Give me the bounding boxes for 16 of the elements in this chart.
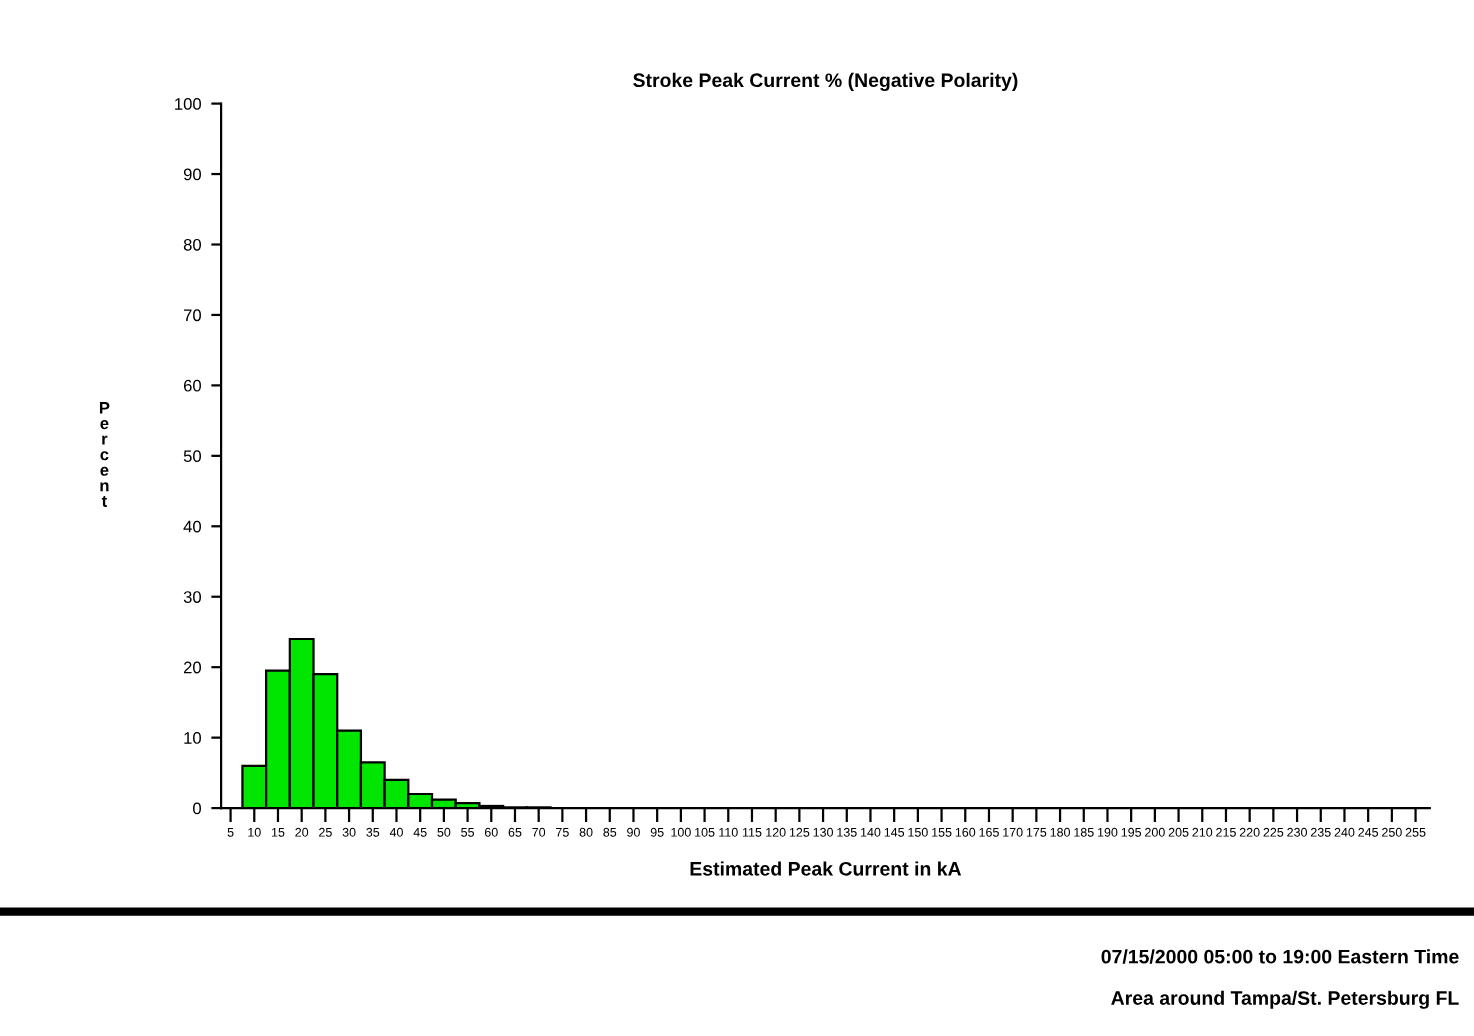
y-tick-label: 10 (184, 732, 202, 744)
x-axis-title: Estimated Peak Current in kA (690, 861, 962, 876)
text: Area around Tampa/St. Petersburg FL (1111, 990, 1459, 1009)
y-tick-label: 40 (183, 520, 202, 533)
y-tick-label: 100 (175, 98, 202, 110)
y-tick-label: 70 (183, 309, 202, 322)
y-tick-label: 20 (183, 661, 202, 674)
y-tick-label: 90 (183, 168, 202, 181)
y-tick-label: 60 (183, 379, 202, 392)
y-tick-label: 0 (193, 802, 201, 815)
text: 07/15/2000 05:00 to 19:00 Eastern Time (1101, 949, 1459, 964)
y-tick-label: 50 (183, 450, 202, 463)
y-tick-label: 80 (183, 238, 202, 251)
y-tick-label: 30 (183, 591, 202, 603)
chart-title: Stroke Peak Current % (Negative Polarity) (633, 72, 1018, 92)
y-axis-title: Percent (99, 402, 110, 507)
